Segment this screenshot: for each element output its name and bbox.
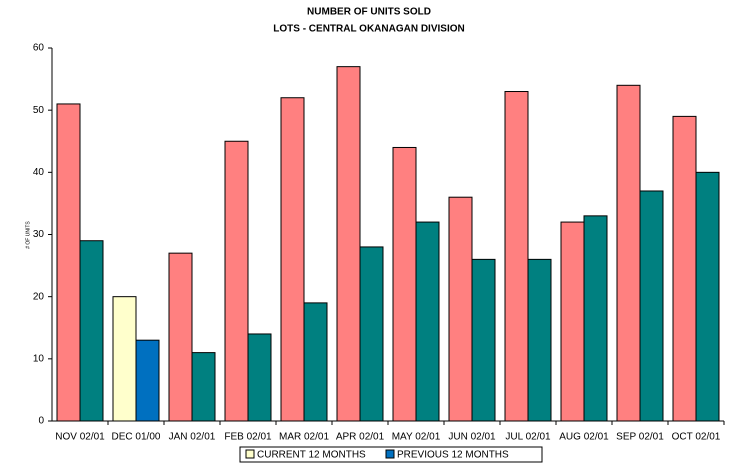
bar (79, 240, 104, 422)
y-tick-label: 50 (33, 105, 45, 116)
bar (448, 196, 473, 422)
y-tick-label: 0 (38, 416, 44, 427)
x-tick-label: JUN 02/01 (448, 432, 496, 443)
y-tick-label: 60 (33, 43, 45, 54)
bar (56, 103, 81, 422)
x-tick-label: FEB 02/01 (224, 432, 272, 443)
bar (168, 252, 193, 422)
bar (672, 115, 697, 422)
bar (247, 333, 272, 422)
x-tick-label: JUL 02/01 (505, 432, 551, 443)
bar (583, 215, 608, 422)
chart-subtitle: LOTS - CENTRAL OKANAGAN DIVISION (273, 24, 464, 35)
bar (392, 146, 417, 422)
bar (471, 258, 496, 422)
y-tick-label: 20 (33, 291, 45, 302)
y-tick-label: 40 (33, 167, 45, 178)
bar (527, 258, 552, 422)
legend-swatch (245, 449, 255, 459)
bar (359, 246, 384, 422)
x-tick-label: OCT 02/01 (672, 432, 721, 443)
y-tick-label: 30 (33, 229, 45, 240)
bar (336, 66, 361, 422)
bar (224, 140, 249, 422)
legend-label: PREVIOUS 12 MONTHS (397, 450, 509, 461)
bar (303, 302, 328, 422)
x-tick-label: JAN 02/01 (169, 432, 216, 443)
x-tick-label: MAR 02/01 (279, 432, 329, 443)
x-tick-label: NOV 02/01 (55, 432, 105, 443)
chart-title: NUMBER OF UNITS SOLD (307, 7, 431, 18)
legend-swatch (385, 449, 395, 459)
bar (135, 339, 160, 422)
bar (504, 91, 529, 422)
y-tick-label: 10 (33, 353, 45, 364)
x-tick-label: MAY 02/01 (392, 432, 441, 443)
bar (112, 296, 137, 422)
bar (191, 352, 216, 422)
bar (695, 171, 720, 422)
x-tick-label: SEP 02/01 (616, 432, 664, 443)
bar (560, 221, 585, 422)
bar (616, 84, 641, 422)
legend-label: CURRENT 12 MONTHS (257, 450, 366, 461)
x-tick-label: APR 02/01 (336, 432, 385, 443)
bar (639, 190, 664, 422)
bar (415, 221, 440, 422)
y-axis-label: # OF UNITS (25, 221, 31, 249)
x-tick-label: AUG 02/01 (559, 432, 609, 443)
bar (280, 97, 305, 422)
x-tick-label: DEC 01/00 (112, 432, 161, 443)
